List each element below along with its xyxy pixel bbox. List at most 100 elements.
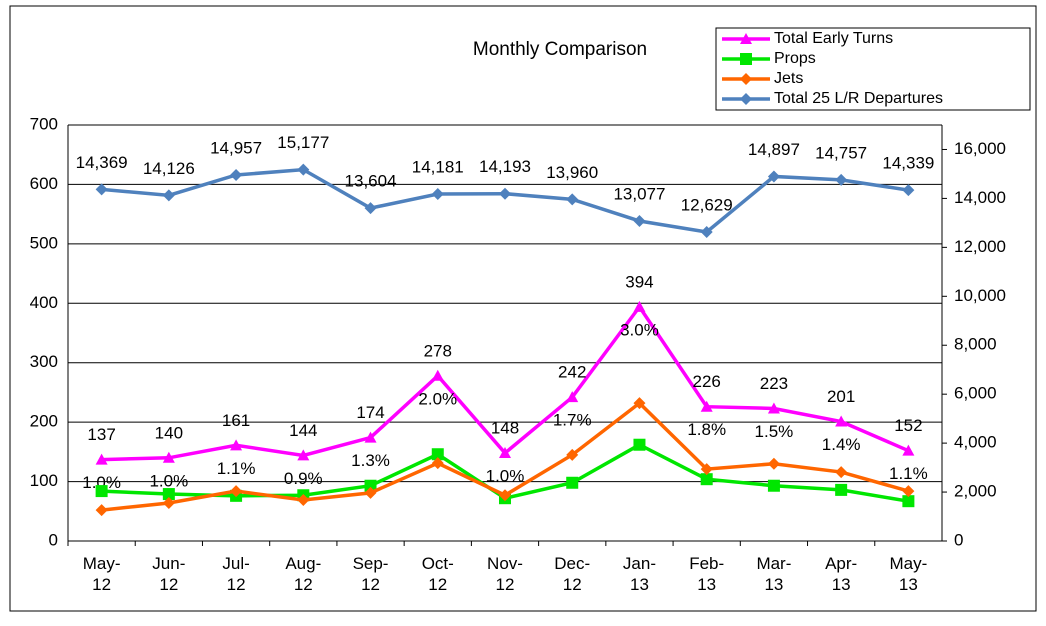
x-tick-label-part: 12 — [294, 575, 313, 594]
marker — [364, 431, 377, 443]
x-tick-label: Dec- 12 — [554, 554, 590, 594]
marker — [633, 300, 646, 312]
x-tick-label-part: Dec- — [554, 554, 590, 573]
data-label: 242 — [558, 363, 586, 382]
data-label: 226 — [693, 372, 721, 391]
y-tick-label: 0 — [49, 530, 58, 549]
x-tick-label: Apr- 13 — [825, 554, 857, 594]
x-tick-label-part: 12 — [428, 575, 447, 594]
marker — [364, 202, 377, 215]
x-tick-label-part: 13 — [832, 575, 851, 594]
x-tick-label: May- 12 — [83, 554, 121, 594]
x-tick-label: Aug- 12 — [285, 554, 321, 594]
x-tick-label-part: Oct- — [422, 554, 454, 573]
x-tick-label-part: Sep- — [353, 554, 389, 573]
ratio-label: 1.1% — [889, 464, 928, 483]
marker — [566, 448, 579, 461]
data-label: 144 — [289, 421, 317, 440]
x-tick-label: May- 13 — [889, 554, 927, 594]
y2-tick-label: 16,000 — [954, 139, 1006, 158]
marker — [700, 400, 713, 412]
y-tick-label: 500 — [30, 233, 58, 252]
x-tick-label: Jan- 13 — [623, 554, 656, 594]
marker — [633, 214, 646, 227]
x-tick-label-part: Mar- — [756, 554, 791, 573]
y2-tick-label: 0 — [954, 530, 963, 549]
data-label: 14,339 — [882, 154, 934, 173]
marker — [902, 444, 915, 456]
marker — [431, 448, 444, 461]
x-tick-label-part: 13 — [764, 575, 783, 594]
marker — [902, 485, 915, 498]
chart-title: Monthly Comparison — [473, 39, 647, 60]
x-tick-label-part: Jan- — [623, 554, 656, 573]
marker — [633, 438, 646, 451]
ratio-label: 1.4% — [822, 435, 861, 454]
data-label: 13,960 — [546, 163, 598, 182]
marker — [902, 495, 915, 508]
x-tick-label-part: 12 — [563, 575, 582, 594]
marker — [902, 184, 915, 197]
marker — [230, 485, 243, 498]
data-label: 394 — [625, 272, 653, 291]
x-tick-label: Jul- 12 — [222, 554, 249, 594]
marker — [95, 453, 108, 465]
marker — [566, 193, 579, 206]
marker — [740, 33, 752, 44]
x-tick-label-part: Apr- — [825, 554, 857, 573]
marker — [767, 402, 780, 414]
x-tick-label-part: Aug- — [285, 554, 321, 573]
marker — [767, 457, 780, 470]
data-label: 15,177 — [277, 133, 329, 152]
data-label: 140 — [155, 423, 183, 442]
marker — [364, 486, 377, 499]
marker — [297, 163, 310, 176]
ratio-label: 1.5% — [755, 422, 794, 441]
ratio-label: 0.9% — [284, 469, 323, 488]
x-tick-label-part: 12 — [496, 575, 515, 594]
marker — [95, 485, 108, 498]
x-tick-label-part: 12 — [159, 575, 178, 594]
marker — [566, 391, 579, 403]
legend-box — [715, 27, 1031, 111]
x-tick-label-part: May- — [83, 554, 121, 573]
marker — [700, 473, 713, 486]
marker — [740, 73, 752, 85]
data-label: 174 — [356, 403, 384, 422]
y2-tick-label: 12,000 — [954, 237, 1006, 256]
marker — [499, 489, 511, 502]
ratio-label: 1.0% — [149, 471, 188, 490]
x-tick-label-part: 12 — [92, 575, 111, 594]
marker — [95, 183, 108, 196]
x-tick-label: Sep- 12 — [353, 554, 389, 594]
y2-tick-label: 14,000 — [954, 188, 1006, 207]
marker — [566, 476, 579, 489]
data-label: 137 — [87, 425, 115, 444]
marker — [740, 53, 752, 65]
x-tick-label-part: 13 — [899, 575, 918, 594]
data-label: 14,369 — [76, 153, 128, 172]
marker — [162, 496, 175, 509]
marker — [431, 457, 444, 470]
marker — [431, 369, 444, 381]
data-label: 223 — [760, 374, 788, 393]
legend-label: Props — [774, 50, 816, 67]
data-label: 13,604 — [345, 172, 397, 191]
ratio-label: 1.0% — [82, 473, 121, 492]
marker — [835, 483, 848, 496]
x-tick-label: Jun- 12 — [152, 554, 185, 594]
data-label: 278 — [424, 341, 452, 360]
data-label: 14,897 — [748, 140, 800, 159]
marker — [700, 463, 713, 476]
marker — [499, 187, 511, 200]
data-label: 161 — [222, 411, 250, 430]
x-tick-label: Feb- 13 — [689, 554, 724, 594]
marker — [162, 451, 175, 463]
marker — [767, 170, 780, 183]
marker — [633, 397, 646, 410]
y2-tick-label: 4,000 — [954, 433, 997, 452]
marker — [162, 189, 175, 202]
data-label: 201 — [827, 387, 855, 406]
legend-label: Total 25 L/R Departures — [774, 90, 943, 107]
